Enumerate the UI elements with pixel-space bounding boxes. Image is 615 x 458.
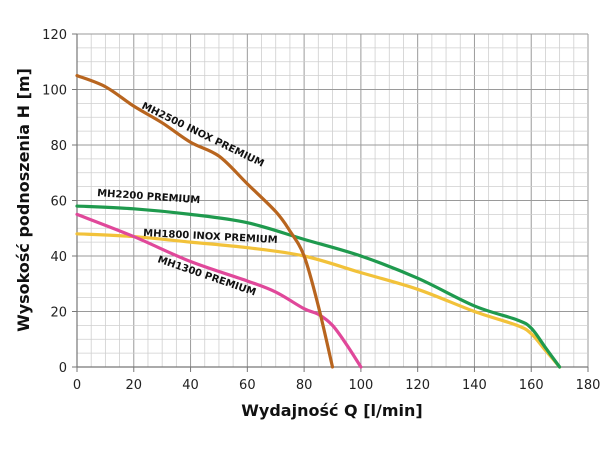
x-tick-label: 0 [73,378,81,393]
x-tick-label: 180 [576,378,601,393]
x-tick-labels: 0 20 40 60 80 100 120 140 160 180 [73,367,601,393]
y-tick-label: 40 [50,250,67,265]
x-tick-label: 40 [182,378,199,393]
x-tick-label: 80 [296,378,313,393]
series-line-mh2500 [75,74,335,369]
series-line-mh1300 [75,212,363,369]
y-tick-label: 0 [59,361,67,376]
series-line-mh2200 [75,204,562,369]
x-tick-label: 60 [239,378,256,393]
x-axis-title: Wydajność Q [l/min] [241,401,422,420]
series-label-mh2200: MH2200 PREMIUM [97,188,201,206]
y-axis-title: Wysokość podnoszenia H [m] [14,68,33,332]
y-tick-label: 60 [50,195,67,210]
y-tick-labels: 0 20 40 60 80 100 120 [42,28,77,376]
y-tick-label: 120 [42,28,67,43]
x-tick-label: 140 [462,378,487,393]
y-tick-label: 80 [50,139,67,154]
y-tick-label: 100 [42,84,67,99]
x-tick-label: 120 [405,378,430,393]
x-tick-label: 100 [348,378,373,393]
series-label-mh1300: MH1300 PREMIUM [156,254,257,298]
x-tick-label: 20 [126,378,143,393]
series-line-mh1800 [75,232,562,369]
series-label-mh2500: MH2500 INOX PREMIUM [140,101,266,170]
series-lines [75,74,562,369]
x-tick-label: 160 [519,378,544,393]
y-tick-label: 20 [50,306,67,321]
